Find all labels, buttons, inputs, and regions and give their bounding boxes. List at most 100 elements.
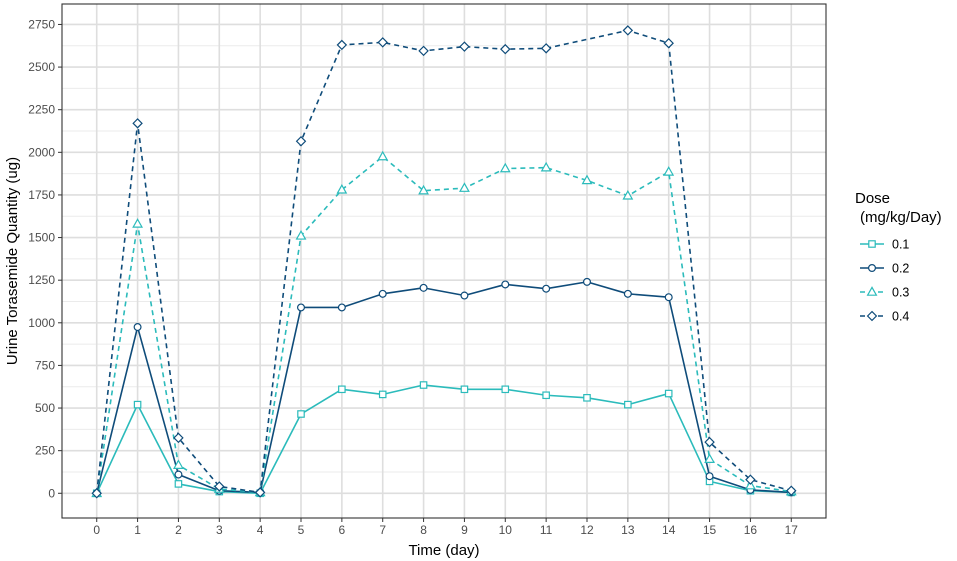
- grid: [62, 4, 826, 518]
- series-0.2: [92, 277, 796, 498]
- data-point-0.4: [132, 118, 143, 129]
- y-tick-label: 250: [35, 444, 55, 458]
- legend-item-0.3: 0.3: [860, 286, 909, 300]
- y-tick-label: 1500: [28, 231, 55, 245]
- data-point-0.4: [745, 474, 756, 485]
- x-tick-label: 12: [580, 523, 594, 537]
- data-point-0.2: [460, 291, 469, 300]
- y-tick-label: 2500: [28, 60, 55, 74]
- x-tick-label: 4: [257, 523, 264, 537]
- axes: 0 1 2 3 4 5 6 7 8 9 10 11 12 13 14 15 16 1702505007501000…: [28, 17, 798, 537]
- data-point-0.1: [174, 480, 183, 488]
- legend-subtitle: (mg/kg/Day): [860, 209, 942, 226]
- y-axis-title: Urine Torasemide Quantity (ug): [4, 157, 21, 365]
- y-tick-label: 1250: [28, 273, 55, 287]
- legend-key-marker: [867, 264, 876, 273]
- y-tick-label: 750: [35, 358, 55, 372]
- legend-label: 0.2: [892, 262, 909, 276]
- y-tick-label: 1750: [28, 188, 55, 202]
- x-tick-label: 5: [298, 523, 305, 537]
- data-point-0.4: [663, 37, 674, 49]
- data-point-0.4: [418, 45, 429, 57]
- data-point-0.2: [501, 280, 510, 289]
- data-point-0.2: [174, 470, 183, 479]
- data-point-0.2: [419, 283, 428, 292]
- legend-key-marker: [866, 286, 878, 296]
- data-point-0.4: [704, 436, 715, 448]
- data-point-0.1: [664, 389, 673, 398]
- data-point-0.1: [501, 385, 510, 394]
- data-point-0.1: [624, 400, 632, 409]
- x-tick-label: 1: [134, 523, 141, 537]
- data-point-0.3: [540, 161, 552, 172]
- data-point-0.2: [542, 284, 551, 293]
- x-tick-label: 7: [379, 523, 386, 537]
- x-tick-label: 16: [744, 523, 758, 537]
- x-tick-label: 17: [785, 523, 799, 537]
- legend-key-marker: [866, 310, 878, 322]
- data-point-0.4: [459, 41, 470, 52]
- y-tick-label: 500: [35, 401, 55, 415]
- plot-border: [61, 3, 827, 519]
- data-point-0.2: [664, 293, 673, 302]
- data-point-0.2: [378, 289, 387, 298]
- data-point-0.1: [378, 390, 387, 399]
- legend-item-0.4: 0.4: [860, 310, 909, 324]
- x-tick-label: 6: [339, 523, 346, 537]
- y-tick-label: 2250: [28, 103, 55, 117]
- data-point-0.2: [582, 277, 591, 286]
- data-point-0.1: [338, 385, 346, 394]
- data-point-0.4: [786, 485, 797, 496]
- data-point-0.3: [581, 174, 593, 185]
- data-point-0.1: [133, 400, 142, 409]
- series-line-0.2: [95, 281, 792, 494]
- x-tick-label: 10: [499, 523, 513, 537]
- y-tick-label: 2000: [28, 145, 55, 159]
- data-point-0.2: [705, 472, 714, 481]
- data-point-0.2: [337, 303, 346, 312]
- data-point-0.3: [499, 162, 511, 173]
- data-point-0.2: [623, 289, 632, 298]
- legend-item-0.2: 0.2: [860, 262, 909, 276]
- x-tick-label: 9: [461, 523, 468, 537]
- legend-key-marker: [868, 240, 876, 248]
- series-line-0.1: [96, 384, 792, 495]
- x-tick-label: 14: [662, 523, 676, 537]
- data-point-0.3: [295, 230, 307, 240]
- legend-label: 0.1: [892, 238, 909, 252]
- data-point-0.3: [704, 453, 715, 463]
- x-tick-label: 8: [420, 523, 427, 537]
- data-point-0.2: [133, 323, 142, 332]
- x-tick-label: 11: [540, 523, 553, 537]
- x-tick-label: 13: [621, 523, 635, 537]
- series-0.4: [91, 25, 797, 499]
- series-layer: [91, 25, 797, 499]
- data-point-0.1: [419, 381, 428, 389]
- x-tick-label: 3: [216, 523, 223, 537]
- data-point-0.4: [540, 43, 552, 54]
- data-point-0.1: [542, 391, 550, 400]
- data-point-0.4: [173, 432, 184, 444]
- y-tick-label: 1000: [28, 316, 55, 330]
- data-point-0.3: [744, 479, 756, 490]
- data-point-0.4: [254, 487, 266, 498]
- data-point-0.3: [173, 459, 184, 469]
- legend-items: 0.1 0.2 0.3 0.4: [860, 238, 909, 324]
- data-point-0.4: [336, 39, 348, 51]
- data-point-0.4: [214, 481, 225, 492]
- legend-item-0.1: 0.1: [860, 238, 909, 252]
- data-point-0.3: [418, 184, 429, 195]
- legend: Dose (mg/kg/Day) 0.1 0.2 0.3 0.4: [855, 190, 942, 324]
- series-line-0.3: [95, 155, 792, 494]
- data-point-0.4: [622, 25, 634, 36]
- x-tick-label: 0: [93, 523, 100, 537]
- legend-label: 0.3: [892, 286, 909, 300]
- data-point-0.3: [336, 184, 348, 194]
- data-point-0.3: [132, 218, 144, 228]
- data-point-0.3: [622, 189, 634, 200]
- data-point-0.3: [663, 166, 675, 176]
- data-point-0.4: [377, 37, 388, 48]
- data-point-0.1: [460, 385, 469, 394]
- data-point-0.3: [377, 150, 389, 161]
